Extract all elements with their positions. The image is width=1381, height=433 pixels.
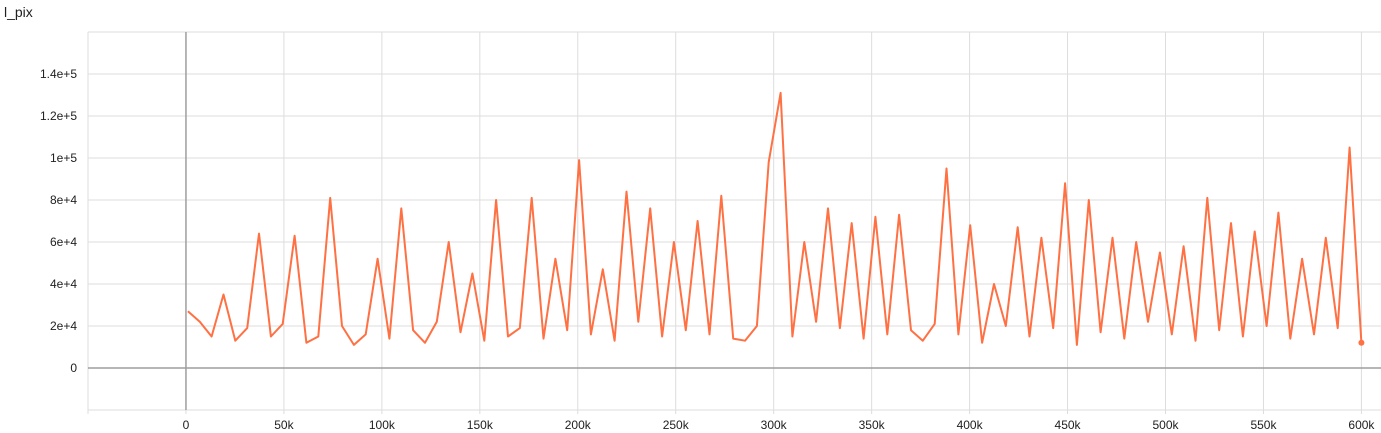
- y-tick-label: 8e+4: [50, 193, 77, 207]
- chart-title: l_pix: [4, 4, 33, 20]
- x-tick-label: 100k: [369, 418, 396, 432]
- x-tick-label: 350k: [859, 418, 886, 432]
- x-tick-label: 150k: [467, 418, 494, 432]
- y-tick-label: 1.2e+5: [40, 109, 77, 123]
- y-tick-label: 1.4e+5: [40, 67, 77, 81]
- axes: [88, 32, 1381, 410]
- y-tick-label: 2e+4: [50, 319, 77, 333]
- y-tick-label: 6e+4: [50, 235, 77, 249]
- x-tick-label: 200k: [565, 418, 592, 432]
- x-tick-label: 250k: [663, 418, 690, 432]
- series-end-point: [1358, 339, 1365, 346]
- y-tick-label: 0: [70, 361, 77, 375]
- x-tick-label: 550k: [1250, 418, 1277, 432]
- y-tick-label: 4e+4: [50, 277, 77, 291]
- x-tick-label: 450k: [1055, 418, 1082, 432]
- x-tick-label: 400k: [957, 418, 984, 432]
- y-tick-label: 1e+5: [50, 151, 77, 165]
- tick-labels: 0 2e+4 4e+4 6e+4 8e+4 1e+5 1.2e+5 1.4e+5 0 50k 100…: [40, 67, 1375, 432]
- x-tick-label: 300k: [761, 418, 788, 432]
- series: [187, 91, 1365, 346]
- series-line: [187, 91, 1363, 346]
- grid: [87, 31, 1381, 414]
- x-tick-label: 0: [183, 418, 190, 432]
- x-tick-label: 50k: [274, 418, 294, 432]
- x-tick-label: 500k: [1152, 418, 1179, 432]
- x-tick-label: 600k: [1348, 418, 1375, 432]
